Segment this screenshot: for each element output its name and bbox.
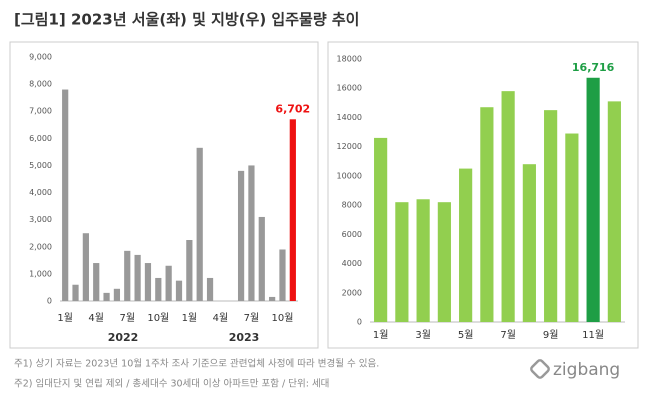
x-tick-label: 10월 <box>147 312 169 324</box>
x-tick-label: 10월 <box>272 312 294 324</box>
bar <box>501 91 515 323</box>
left-panel <box>9 41 319 349</box>
y-tick-label: 0 <box>47 297 52 306</box>
data-label: 16,716 <box>572 61 615 74</box>
bar <box>62 89 69 302</box>
figure-title: [그림1] 2023년 서울(좌) 및 지방(우) 입주물량 추이 <box>14 11 359 29</box>
bar <box>269 296 276 301</box>
x-tick-label: 7월 <box>119 312 135 324</box>
footnote: 주1) 상기 자료는 2023년 10월 1주차 조사 기준으로 관련업체 사정… <box>14 358 379 370</box>
x-tick-label: 1월 <box>57 312 73 324</box>
y-tick-label: 9,000 <box>29 53 52 62</box>
bar <box>586 77 600 322</box>
bar <box>165 265 172 301</box>
x-tick-label: 1월 <box>182 312 198 324</box>
x-tick-label: 5월 <box>458 329 474 341</box>
bar <box>607 101 621 322</box>
bar <box>175 280 183 301</box>
group-label: 2022 <box>108 331 139 344</box>
bar <box>289 119 296 301</box>
right-panel <box>327 41 639 349</box>
logo-text: zigbang <box>553 360 620 380</box>
y-tick-label: 3,000 <box>29 215 52 224</box>
footnote: 주2) 임대단지 및 연립 제외 / 총세대수 30세대 이상 아파트만 포함 … <box>14 378 329 390</box>
y-tick-label: 1,000 <box>29 269 52 278</box>
x-tick-label: 1월 <box>373 329 389 341</box>
bar <box>416 199 430 322</box>
bar <box>144 263 152 301</box>
y-tick-label: 12000 <box>337 142 362 151</box>
y-tick-label: 18000 <box>337 55 362 64</box>
bar <box>480 107 494 322</box>
bar <box>103 292 110 301</box>
y-tick-label: 2000 <box>342 288 362 297</box>
bar <box>258 216 265 301</box>
x-tick-label: 9월 <box>543 329 559 341</box>
y-tick-label: 4,000 <box>29 188 52 197</box>
bar <box>459 168 473 322</box>
bar <box>279 249 286 301</box>
y-tick-label: 6000 <box>342 230 362 239</box>
bar <box>196 147 203 301</box>
x-tick-label: 7월 <box>500 329 516 341</box>
bar <box>206 277 214 301</box>
y-tick-label: 5,000 <box>29 161 52 170</box>
y-tick-label: 10000 <box>337 171 362 180</box>
y-tick-label: 8,000 <box>29 80 52 89</box>
bar <box>93 263 100 301</box>
bar <box>82 233 89 301</box>
bar <box>565 133 579 322</box>
y-tick-label: 8000 <box>342 201 362 210</box>
y-tick-label: 16000 <box>337 84 362 93</box>
bar <box>248 165 255 301</box>
bar <box>544 110 558 322</box>
y-tick-label: 6,000 <box>29 134 52 143</box>
y-tick-label: 4000 <box>342 259 362 268</box>
bar <box>374 137 388 322</box>
x-tick-label: 11월 <box>582 329 604 341</box>
x-tick-label: 4월 <box>213 312 229 324</box>
x-tick-label: 7월 <box>244 312 260 324</box>
y-tick-label: 14000 <box>337 113 362 122</box>
logo-icon <box>530 359 550 379</box>
bar <box>155 277 162 301</box>
logo: zigbang <box>530 359 620 380</box>
bar <box>124 250 131 301</box>
y-tick-label: 2,000 <box>29 242 52 251</box>
bar <box>237 170 245 301</box>
y-tick-label: 0 <box>357 318 362 327</box>
bar <box>113 288 121 301</box>
bar <box>72 284 79 301</box>
bar <box>134 254 141 301</box>
x-tick-label: 3월 <box>415 329 431 341</box>
group-label: 2023 <box>229 331 260 344</box>
bar <box>522 164 536 322</box>
x-tick-label: 4월 <box>88 312 104 324</box>
bar <box>186 240 193 301</box>
bar <box>437 202 451 322</box>
bar <box>395 202 409 322</box>
data-label: 6,702 <box>275 102 310 115</box>
y-tick-label: 7,000 <box>29 107 52 116</box>
